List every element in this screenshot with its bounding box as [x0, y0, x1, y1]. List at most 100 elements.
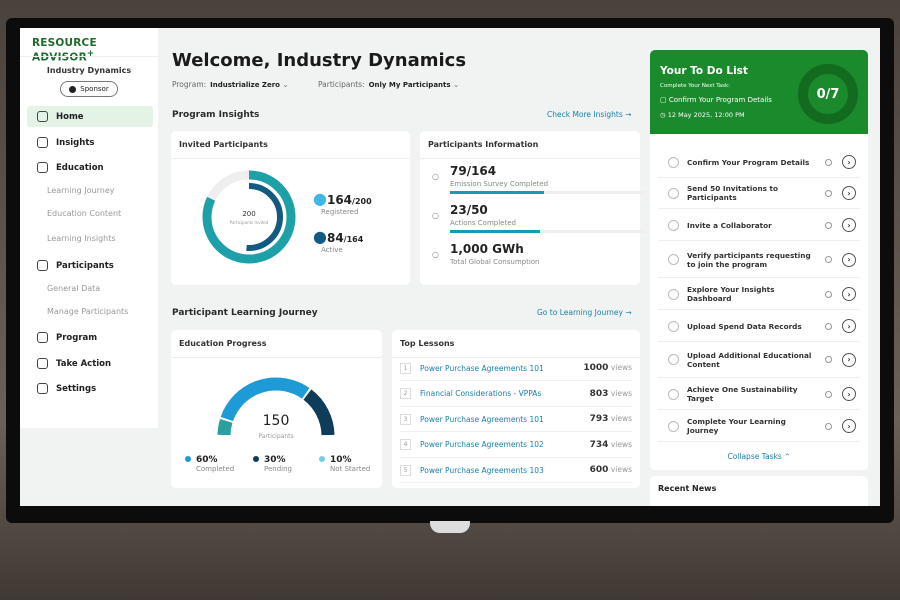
lesson-link[interactable]: Power Purchase Agreements 102 [420, 440, 544, 449]
users-icon [37, 260, 48, 271]
help-icon[interactable] [825, 189, 832, 197]
card-title: Top Lessons [392, 330, 640, 358]
todo-item[interactable]: Achieve One Sustainability Target › [658, 379, 860, 410]
clock-icon: ◷ [660, 111, 668, 119]
gauge-segment [303, 389, 335, 436]
chevron-right-icon[interactable]: › [842, 186, 856, 200]
chevron-right-icon[interactable]: › [842, 287, 856, 301]
chevron-right-icon[interactable]: › [842, 387, 856, 401]
help-icon[interactable] [825, 356, 832, 363]
participants-filter[interactable]: Participants: Only My Participants ⌄ [318, 80, 460, 89]
sidebar-item[interactable]: Settings [27, 378, 153, 399]
lesson-row[interactable]: 2 Financial Considerations - VPPAs 803 vie… [400, 382, 632, 407]
gauge-segment [220, 377, 310, 422]
logo[interactable]: RESOURCE ADVISOR+ [32, 37, 97, 64]
legend-dot [319, 456, 325, 462]
gear-icon [37, 383, 48, 394]
sidebar-subitem[interactable]: Education Content [47, 209, 122, 218]
clipboard-icon: ▢ [660, 96, 669, 104]
help-icon[interactable] [825, 158, 832, 166]
sidebar-subitem[interactable]: Manage Participants [47, 307, 129, 316]
role-badge: Sponsor [60, 81, 118, 97]
lesson-row[interactable]: 4 Power Purchase Agreements 102 734 views [400, 433, 632, 458]
active-stat: ●84/164 Active [313, 227, 364, 254]
donut-center-value: 200 [242, 210, 255, 218]
lesson-row[interactable]: 1 Power Purchase Agreements 101 1000 views [400, 356, 632, 381]
lesson-link[interactable]: Financial Considerations - VPPAs [420, 389, 542, 398]
card-title: Invited Participants [171, 131, 410, 159]
checkbox[interactable] [668, 156, 679, 168]
sidebar-item[interactable]: Home [27, 106, 153, 127]
checkbox[interactable] [668, 288, 679, 300]
help-icon[interactable] [825, 422, 832, 430]
puzzle-icon [37, 358, 48, 369]
help-icon[interactable] [825, 322, 832, 330]
help-icon[interactable] [825, 290, 832, 298]
info-value: 1,000 GWh [450, 242, 524, 256]
list-icon [37, 332, 48, 343]
lesson-row[interactable]: 3 Power Purchase Agreements 101 793 views [400, 407, 632, 432]
help-icon[interactable] [825, 256, 832, 263]
help-icon[interactable] [825, 221, 832, 229]
registered-ring [202, 170, 296, 264]
checkbox[interactable] [668, 388, 679, 400]
due-date: ◷ 12 May 2025, 12:00 PM [660, 111, 745, 119]
lesson-link[interactable]: Power Purchase Agreements 101 [420, 363, 544, 373]
sidebar-item[interactable]: Insights [27, 132, 153, 153]
go-to-learning-journey-link[interactable]: Go to Learning Journey → [537, 308, 632, 317]
chevron-right-icon[interactable]: › [842, 218, 856, 232]
todo-item[interactable]: Upload Additional Educational Content › [658, 342, 860, 378]
invited-donut-chart: 200 Participants Invited [202, 170, 296, 264]
clipboard-icon: ○ [432, 172, 439, 181]
checkbox[interactable] [668, 187, 679, 199]
home-icon: ○ [432, 211, 439, 220]
checkbox[interactable] [668, 254, 679, 265]
todo-item[interactable]: Explore Your Insights Dashboard › [658, 279, 860, 310]
sidebar-subitem[interactable]: Learning Journey [47, 186, 115, 195]
sidebar-subitem[interactable]: Learning Insights [47, 234, 116, 243]
todo-item[interactable]: Send 50 Invitations to Participants › [658, 178, 860, 209]
education-progress-card: Education Progress 150 Participants 60% C… [171, 330, 382, 488]
legend-dot [185, 456, 191, 462]
sidebar-subitem[interactable]: General Data [47, 284, 101, 293]
chevron-right-icon[interactable]: › [842, 155, 856, 169]
card-title: Participants Information [420, 131, 640, 159]
todo-header: Your To Do List Complete Your Next Task:… [650, 50, 868, 134]
program-filter[interactable]: Program: Industrialize Zero ⌄ [172, 80, 289, 89]
active-ring [215, 183, 283, 251]
chevron-right-icon[interactable]: › [842, 419, 856, 433]
checkbox[interactable] [668, 354, 679, 365]
todo-item[interactable]: Upload Spend Data Records › [658, 311, 860, 342]
sidebar: RESOURCE ADVISOR+ Industry Dynamics Spon… [20, 28, 158, 428]
checkbox[interactable] [668, 420, 679, 432]
progress-fill [450, 191, 545, 194]
sidebar-item[interactable]: Education [27, 157, 153, 178]
next-task[interactable]: ▢ Confirm Your Program Details [660, 96, 772, 104]
lesson-link[interactable]: Power Purchase Agreements 101 [420, 414, 544, 424]
sidebar-item[interactable]: Program [27, 327, 153, 348]
todo-item[interactable]: Confirm Your Program Details › [658, 147, 860, 178]
chevron-up-icon: ⌃ [784, 452, 791, 461]
check-more-insights-link[interactable]: Check More Insights → [547, 110, 632, 119]
checkbox[interactable] [668, 320, 679, 332]
progress-fill [450, 230, 541, 233]
sidebar-item[interactable]: Take Action [27, 353, 153, 374]
lesson-row[interactable]: 5 Power Purchase Agreements 103 600 views [400, 458, 632, 483]
arrow-right-icon: → [625, 308, 632, 317]
section-title: Program Insights [172, 110, 260, 120]
todo-item[interactable]: Verify participants requesting to join t… [658, 242, 860, 278]
chevron-right-icon[interactable]: › [842, 319, 856, 333]
chevron-right-icon[interactable]: › [842, 352, 856, 367]
sidebar-item[interactable]: Participants [27, 255, 153, 276]
legend-dot [253, 456, 259, 462]
card-title: Education Progress [171, 330, 382, 358]
info-value: 23/50 [450, 203, 488, 217]
legend-item: 60% Completed [185, 455, 234, 473]
checkbox[interactable] [668, 219, 679, 231]
collapse-tasks-button[interactable]: Collapse Tasks ⌃ [727, 452, 791, 461]
lesson-link[interactable]: Power Purchase Agreements 103 [420, 465, 544, 475]
todo-item[interactable]: Invite a Collaborator › [658, 210, 860, 241]
todo-item[interactable]: Complete Your Learning Journey › [658, 411, 860, 442]
chevron-right-icon[interactable]: › [842, 252, 856, 267]
help-icon[interactable] [825, 390, 832, 398]
